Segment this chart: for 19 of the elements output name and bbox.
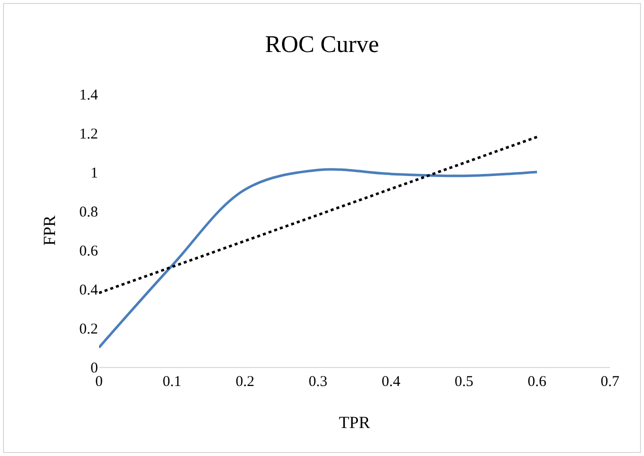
y-axis-title: FPR xyxy=(40,214,59,246)
y-tick-label: 0.6 xyxy=(79,243,98,260)
y-tick-label: 0.8 xyxy=(79,204,98,220)
x-tick-label: 0.5 xyxy=(454,374,474,390)
x-tick-label: 0.7 xyxy=(600,374,620,390)
x-axis-title: TPR xyxy=(338,413,371,432)
line-series xyxy=(99,168,538,349)
y-tick-label: 0.4 xyxy=(79,282,98,298)
y-tick-label: 0 xyxy=(90,360,98,376)
x-tick-label: 0.3 xyxy=(308,374,328,390)
y-tick-label: 0.2 xyxy=(79,321,98,338)
y-tick-label: 1.2 xyxy=(79,126,98,142)
x-tick-label: 0.2 xyxy=(236,374,254,390)
y-tick-label: 1.4 xyxy=(79,87,98,104)
x-tick-label: 0.6 xyxy=(528,374,547,390)
chart-title: ROC Curve xyxy=(265,32,379,58)
x-tick-label: 0.4 xyxy=(382,374,401,390)
y-tick-label: 1 xyxy=(90,165,98,182)
x-tick-label: 0.1 xyxy=(162,374,182,390)
